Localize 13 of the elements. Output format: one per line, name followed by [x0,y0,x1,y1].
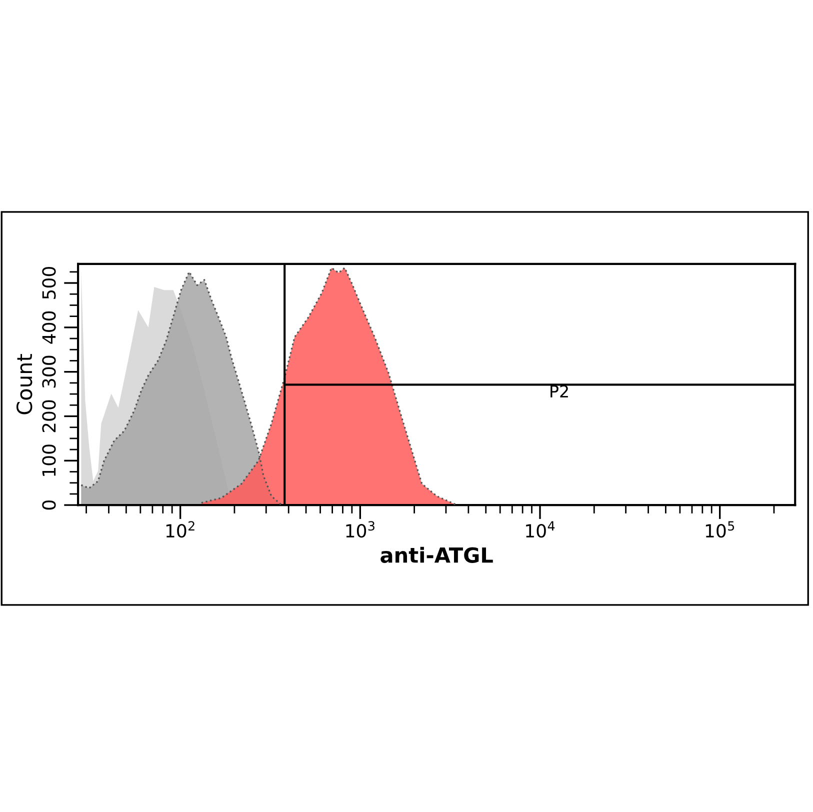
annotation: P2 [550,385,568,398]
x-tick-label: 10$^{3}$ [346,521,374,538]
y-tick-label: 500 [42,266,56,299]
y-tick-label: 0 [42,500,56,510]
y-axis-title: Count [16,354,32,414]
y-tick-label: 300 [42,356,56,388]
y-tick-label: 200 [42,400,56,432]
x-tick-label: 10$^{4}$ [526,521,555,538]
x-axis-title: anti-ATGL [380,546,493,563]
y-tick-label: 100 [42,444,56,476]
y-tick-label: 400 [42,311,56,344]
x-tick-label: 10$^{5}$ [706,521,734,538]
x-tick-label: 10$^{2}$ [166,521,194,538]
